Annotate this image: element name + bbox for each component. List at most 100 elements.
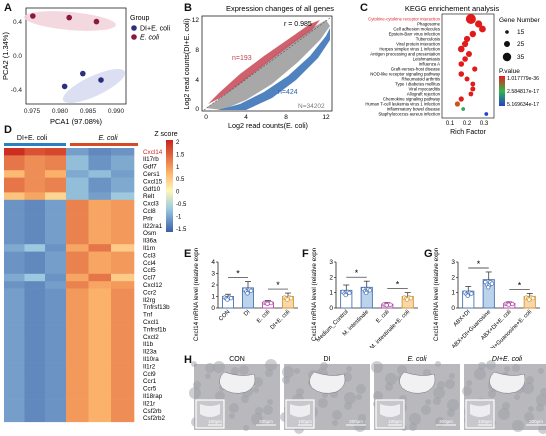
kegg-pathway-label: Viral protein interaction xyxy=(396,42,440,47)
heatmap-cell xyxy=(45,273,67,282)
main-scale-label: 200μm xyxy=(439,419,453,424)
expr-n-up: n=193 xyxy=(232,55,252,62)
panel-label-a: A xyxy=(4,2,12,14)
heatmap-gene-label: Cxcl14 xyxy=(143,149,163,156)
heatmap-cell xyxy=(24,266,46,275)
heatmap-cell xyxy=(88,214,112,223)
tissue-texture xyxy=(358,414,366,422)
kegg-dot xyxy=(465,51,472,57)
tissue-texture xyxy=(346,366,352,372)
F-xlabel: E. coli xyxy=(375,309,390,324)
heatmap-cell xyxy=(66,185,89,193)
E-ytick: 0 xyxy=(211,305,215,312)
heatmap-cell xyxy=(66,414,89,423)
tissue-texture xyxy=(449,373,455,379)
E-dot xyxy=(225,297,230,302)
bar-chart-g: 0 1 2 3 Cxcl14 mRNA level (relative expressi… xyxy=(433,248,540,348)
heatmap-gene-label: Il21r xyxy=(143,400,155,407)
E-ytick: 3 xyxy=(211,271,215,278)
heatmap-cell xyxy=(111,347,135,356)
tissue-texture xyxy=(267,399,273,405)
heatmap-gene-label: Ccl5 xyxy=(143,267,156,274)
heatmap-gene-label: Ccl3 xyxy=(143,252,156,259)
heatmap-cell xyxy=(88,170,112,178)
panel-label-d: D xyxy=(4,124,12,136)
heatmap-cell xyxy=(4,325,25,334)
heatmap-cell xyxy=(24,355,46,363)
F-ytick: 1 xyxy=(329,290,333,297)
heatmap-cell xyxy=(66,162,89,171)
G-ytick: 0 xyxy=(451,305,455,312)
kegg-dot xyxy=(468,91,474,97)
heatmap-cell xyxy=(111,318,135,326)
heatmap-gene-label: Ccr2 xyxy=(143,289,157,296)
F-ytick: 3 xyxy=(329,259,333,266)
F-xlabel: Medium_Control xyxy=(315,309,349,343)
heatmap-cell xyxy=(24,273,46,282)
heatmap-cell xyxy=(111,333,135,341)
heatmap-cell xyxy=(4,214,25,223)
tissue-texture xyxy=(512,420,524,432)
heatmap-group-bar-di xyxy=(4,143,66,146)
heatmap-cell xyxy=(111,162,135,171)
pca-legend-title: Group xyxy=(130,15,150,22)
heatmap-cell xyxy=(24,399,46,408)
heatmap-cell xyxy=(24,296,46,304)
heatmap-gene-label: Gdf7 xyxy=(143,164,157,171)
heatmap-cell xyxy=(45,310,67,319)
legend-swatch-ecoli xyxy=(131,34,137,40)
heatmap-cell xyxy=(88,251,112,260)
kegg-xtick: 0.3 xyxy=(480,121,489,127)
heatmap-group-bar-ecoli xyxy=(70,143,138,146)
pca-point xyxy=(61,83,68,90)
bar-chart-e: 0 1 2 3 4 Cxcl14 mRNA level (relative express… xyxy=(193,248,298,341)
heatmap-cell xyxy=(24,207,46,215)
legend-swatch-di xyxy=(131,25,137,31)
kegg-dot xyxy=(470,81,476,87)
G-xlabel: ABX+DI+Guanosine xyxy=(451,309,492,348)
G-sig-star: * xyxy=(518,280,522,290)
heatmap-cell xyxy=(88,244,112,252)
heatmap-cell xyxy=(88,310,112,319)
heatmap-cell xyxy=(66,229,89,238)
heatmap-cell xyxy=(24,392,46,400)
tissue-texture xyxy=(296,388,304,396)
heatmap-gene-label: Ccr1 xyxy=(143,378,157,385)
heatmap-cell xyxy=(4,155,25,164)
heatmap-cell xyxy=(66,281,89,289)
zscore-tick: -1 xyxy=(176,214,182,220)
E-xlabel: CON xyxy=(218,309,231,322)
E-sig-star: * xyxy=(276,280,280,290)
heatmap-cell xyxy=(66,207,89,215)
tissue-texture xyxy=(502,402,510,410)
heatmap-cell xyxy=(4,399,25,408)
kegg-dot xyxy=(462,56,468,62)
heatmap-gene-label: Tnfrsf1b xyxy=(143,326,167,333)
tissue-texture xyxy=(253,387,259,393)
panel-label-e: E xyxy=(184,248,192,260)
heatmap-cell xyxy=(45,162,67,171)
heatmap-cell xyxy=(111,310,135,319)
kegg-pvalue-title: P.value xyxy=(499,68,520,75)
F-sig-star: * xyxy=(396,280,400,290)
heatmap-gene-label: Ccl7 xyxy=(143,275,156,282)
heatmap-cell xyxy=(66,236,89,245)
inset-scale-label: 100μm xyxy=(388,419,402,424)
lumen xyxy=(219,371,256,394)
heatmap-cell xyxy=(4,177,25,186)
kegg-dot xyxy=(470,86,476,92)
expr-cloud-down xyxy=(218,28,330,110)
pca-ylabel: PCA2 (1.34%) xyxy=(1,32,10,80)
heatmap-cell xyxy=(45,333,67,341)
heatmap-cell xyxy=(88,199,112,208)
kegg-dot xyxy=(454,101,461,107)
heatmap-cell xyxy=(66,303,89,312)
heatmap-cell xyxy=(111,407,135,415)
tissue-texture xyxy=(263,405,273,415)
tissue-texture xyxy=(474,368,486,380)
tissue-texture xyxy=(536,394,546,406)
panel-label-h: H xyxy=(184,354,192,366)
size-legend-label: 25 xyxy=(517,41,525,48)
panel-label-c: C xyxy=(360,2,368,14)
heatmap-cell xyxy=(4,192,25,201)
